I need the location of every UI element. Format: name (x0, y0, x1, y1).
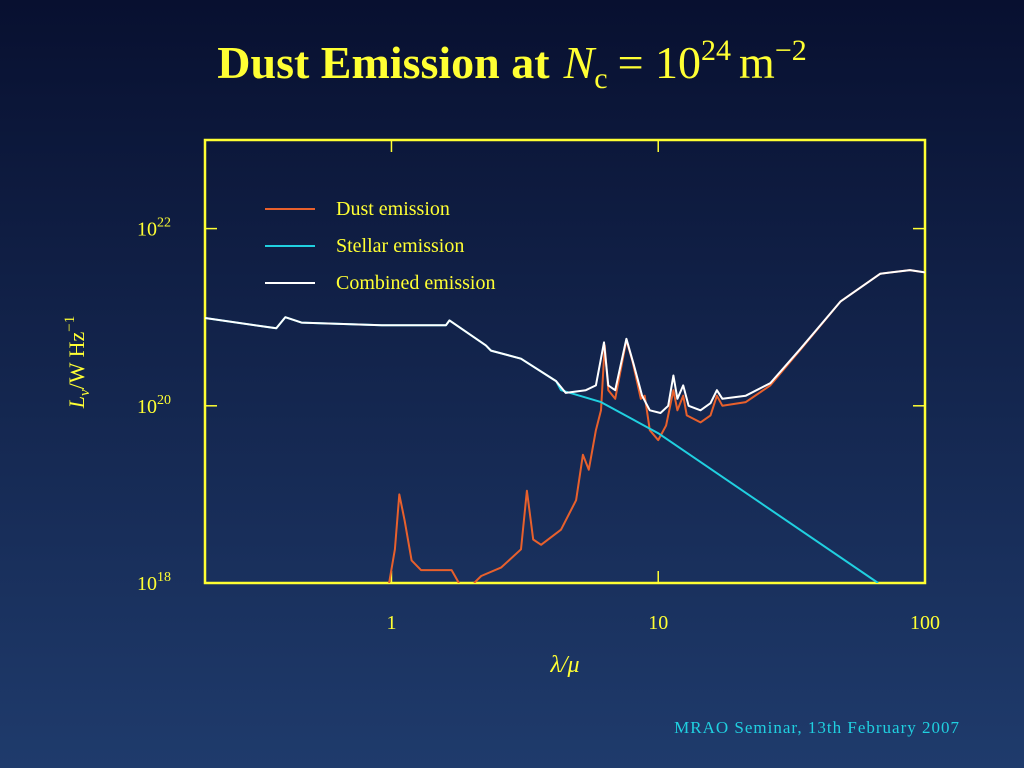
y-axis-label: Lν/W Hz−1 (62, 316, 93, 410)
series-line (205, 316, 879, 583)
y-tick-exponent: 20 (157, 393, 171, 408)
x-tick-label: 10 (648, 612, 668, 634)
ylabel-symbol: L (64, 396, 89, 409)
y-tick-exponent: 18 (157, 570, 171, 585)
series-line (388, 269, 925, 583)
y-tick-label: 1018 (137, 570, 171, 595)
title-unit-exponent: −2 (775, 34, 807, 67)
title-subscript: c (594, 62, 607, 95)
y-tick-label: 1020 (137, 393, 171, 418)
series-line (205, 269, 925, 414)
x-axis-label: λ/μ (549, 652, 579, 678)
y-tick-label: 1022 (137, 216, 171, 241)
legend-label: Combined emission (336, 272, 495, 294)
slide-title: Dust Emission at Nc = 1024 m−2 (217, 34, 806, 95)
y-tick-base: 10 (137, 573, 157, 595)
legend-label: Stellar emission (336, 235, 464, 257)
title-text: Dust Emission at (217, 37, 550, 88)
ylabel-exponent: −1 (62, 316, 78, 332)
ylabel-unit: /W Hz (64, 331, 89, 389)
ylabel-subscript: ν (77, 389, 93, 396)
y-tick-exponent: 22 (157, 216, 171, 231)
x-tick-label: 1 (386, 612, 396, 634)
title-symbol: N (563, 37, 597, 88)
title-equals: = 10 (618, 37, 701, 88)
title-exponent: 24 (701, 34, 731, 67)
x-tick-label: 100 (910, 612, 940, 634)
y-tick-base: 10 (137, 219, 157, 241)
plot-frame (203, 138, 927, 585)
y-tick-base: 10 (137, 396, 157, 418)
plot-area (205, 269, 925, 583)
footer: MRAO Seminar, 13th February 2007 (674, 718, 960, 737)
legend-label: Dust emission (336, 198, 450, 220)
title-unit: m (739, 37, 775, 88)
